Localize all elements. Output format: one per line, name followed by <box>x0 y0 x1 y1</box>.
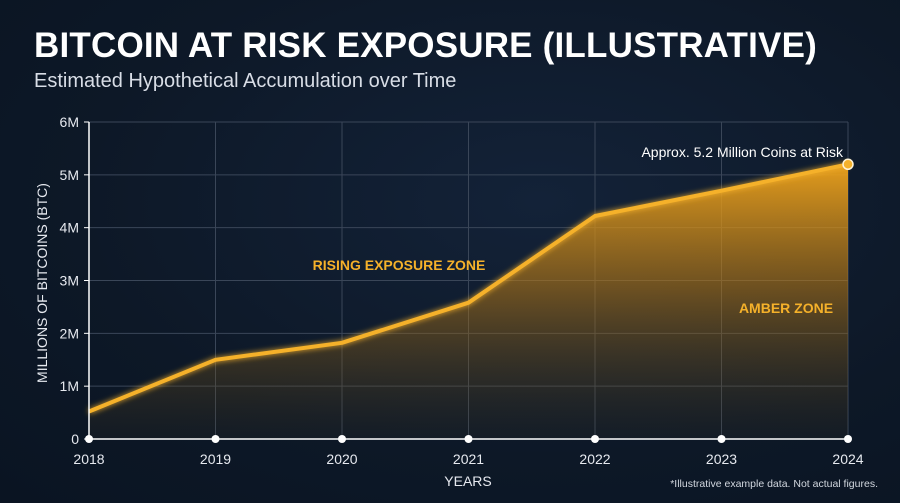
y-tick-label: 4M <box>60 220 79 236</box>
x-tick-marker <box>211 435 220 443</box>
x-ticks: 2018 2019 2020 2021 2022 2023 2024 <box>73 435 864 467</box>
x-tick-label: 2021 <box>453 451 484 467</box>
series-area <box>89 164 848 440</box>
footnote: *Illustrative example data. Not actual f… <box>670 478 878 490</box>
x-tick-marker <box>338 435 346 443</box>
x-tick-label: 2023 <box>706 451 737 467</box>
y-axis-title: MILLIONS OF BITCOINS (BTC) <box>34 183 50 383</box>
x-tick-marker <box>464 435 473 443</box>
x-axis-title: YEARS <box>444 473 491 489</box>
x-tick-marker <box>844 435 852 443</box>
x-tick-marker <box>591 435 599 443</box>
endpoint-marker <box>842 158 854 171</box>
y-tick-label: 5M <box>60 167 79 183</box>
y-tick-label: 1M <box>60 378 79 394</box>
zone-label-amber: AMBER ZONE <box>739 300 833 316</box>
y-ticks: 0 1M 2M 3M 4M 5M 6M <box>60 114 89 447</box>
x-tick-label: 2019 <box>200 451 231 467</box>
series-line <box>88 162 849 414</box>
x-tick-label: 2020 <box>326 451 357 467</box>
chart-subtitle: Estimated Hypothetical Accumulation over… <box>34 70 457 92</box>
y-tick-label: 2M <box>60 325 79 341</box>
y-tick-label: 0 <box>71 431 79 447</box>
zone-label-rising: RISING EXPOSURE ZONE <box>313 257 486 273</box>
x-tick-label: 2024 <box>832 451 863 467</box>
x-tick-label: 2022 <box>579 451 610 467</box>
y-tick-label: 6M <box>60 114 79 130</box>
y-tick-label: 3M <box>60 273 79 289</box>
x-tick-marker <box>717 435 726 443</box>
chart-title: BITCOIN AT RISK EXPOSURE (ILLUSTRATIVE) <box>34 26 817 65</box>
endpoint-annotation: Approx. 5.2 Million Coins at Risk <box>641 144 844 160</box>
x-tick-label: 2018 <box>73 451 104 467</box>
